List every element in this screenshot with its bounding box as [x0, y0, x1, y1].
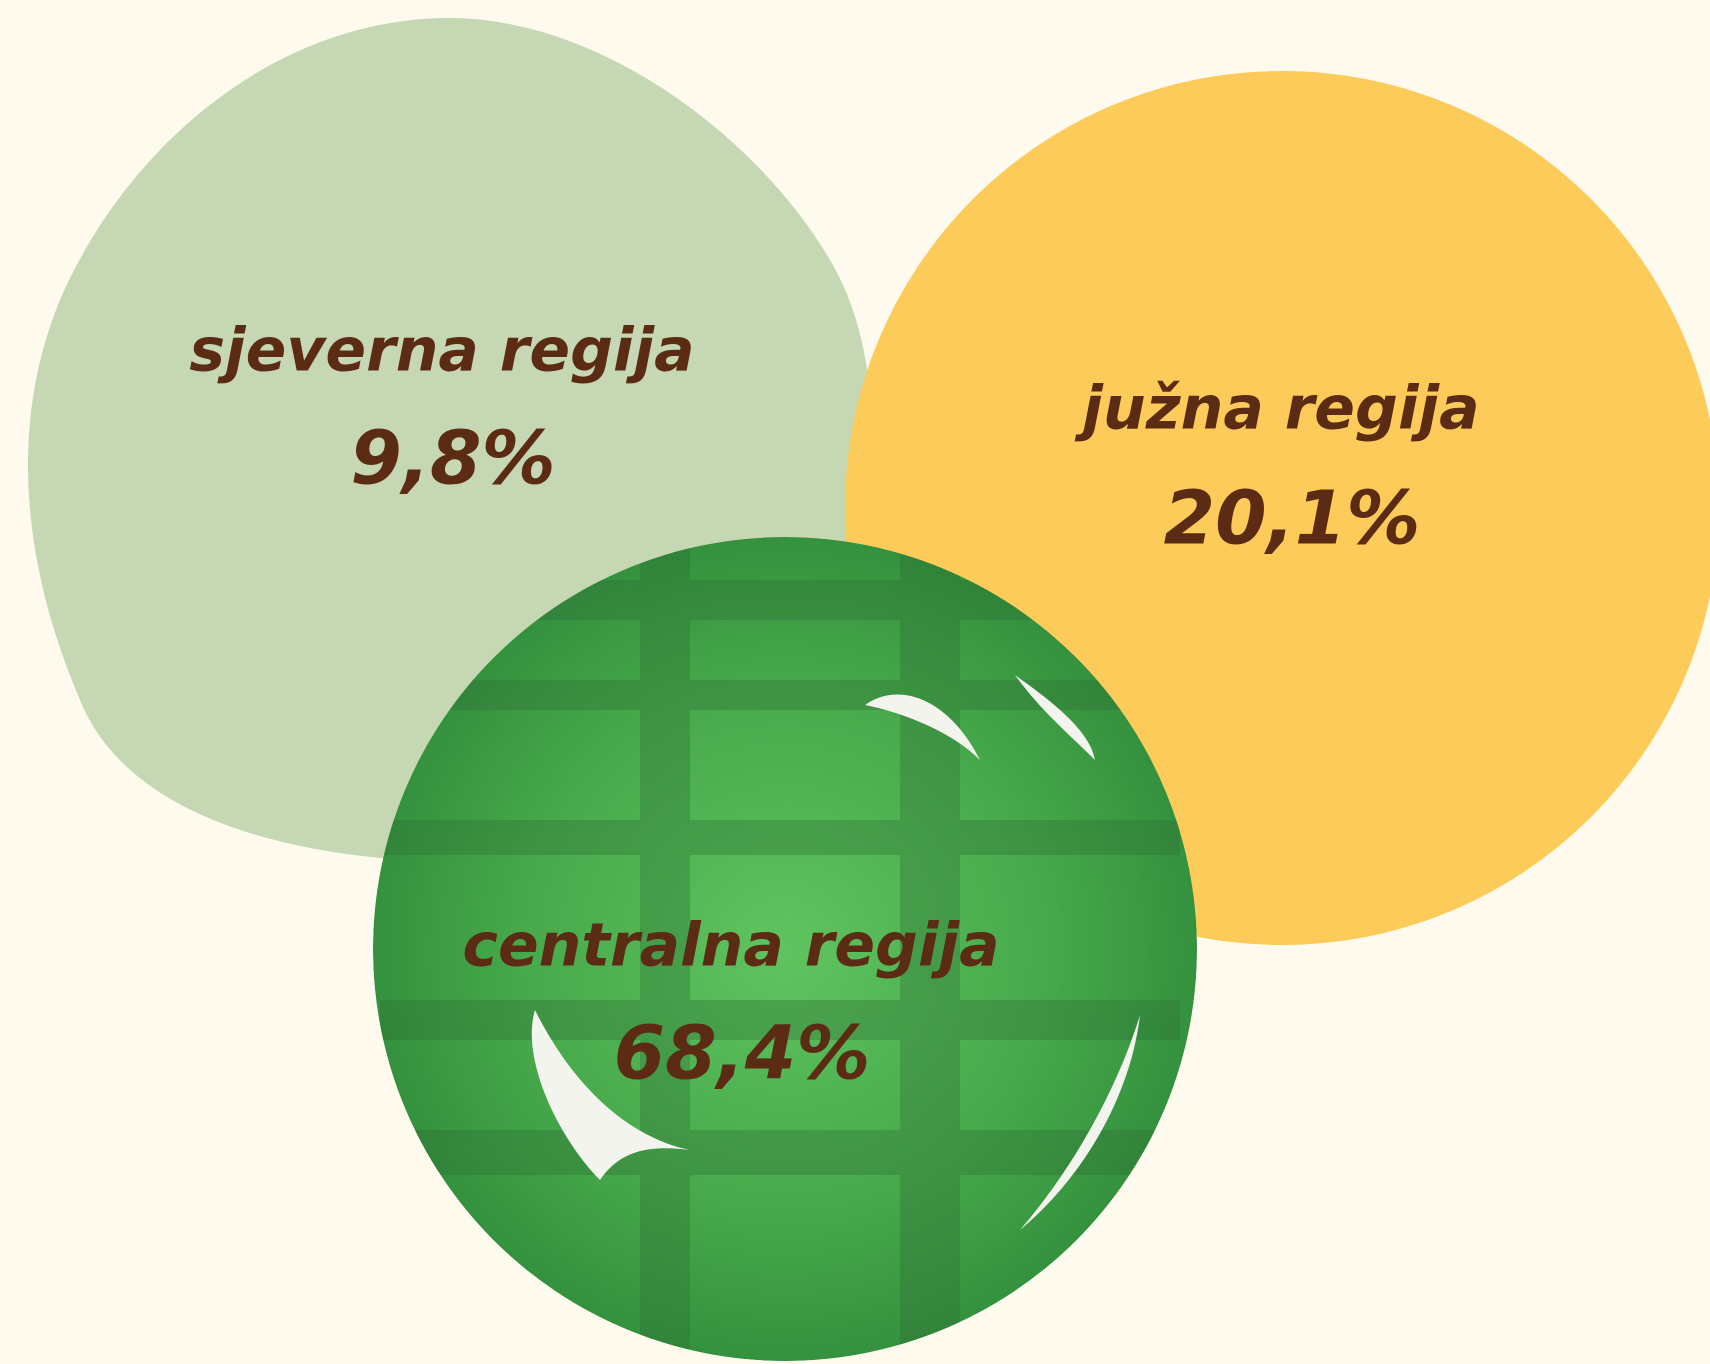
region-share: 20,1%	[1164, 476, 1421, 562]
region-share: 9,8%	[350, 416, 555, 502]
region-name: centralna regija	[462, 911, 999, 981]
region-share: 68,4%	[614, 1011, 871, 1097]
infographic: sjeverna regija 9,8% južna regija 20,1% …	[0, 0, 1710, 1364]
region-name: sjeverna regija	[189, 316, 694, 386]
page: sjeverna regija 9,8% južna regija 20,1% …	[0, 0, 1710, 1364]
region-name: južna regija	[1074, 374, 1479, 444]
